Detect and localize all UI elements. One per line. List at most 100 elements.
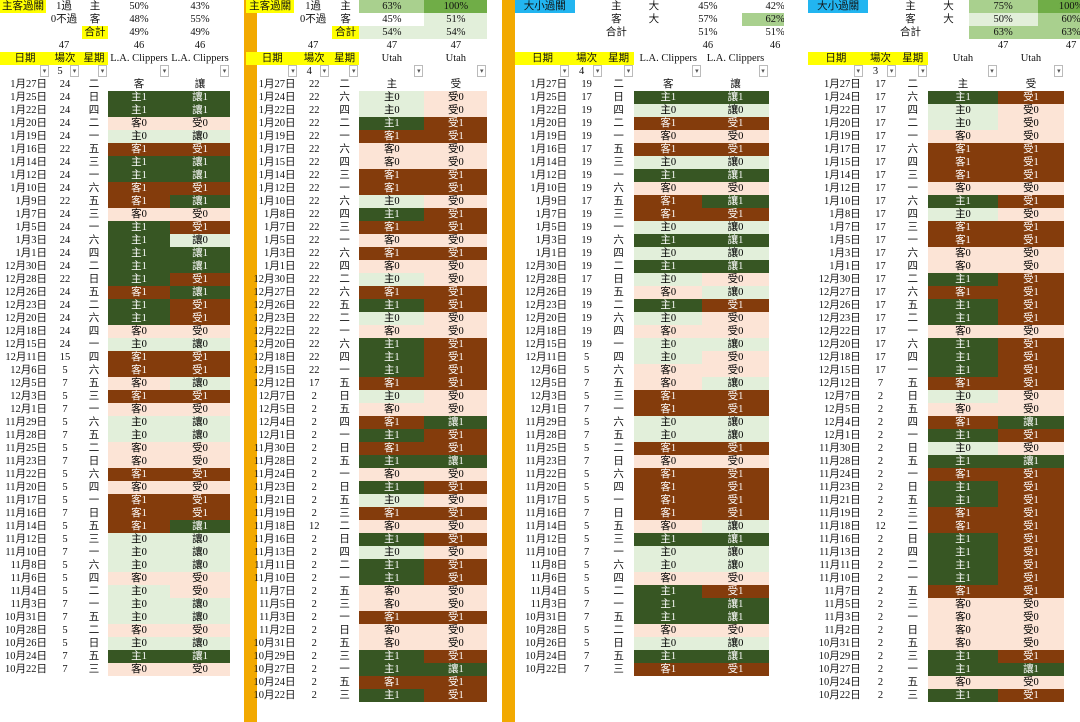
- table-cell: 四: [907, 105, 919, 116]
- summary-cell: 46: [133, 40, 145, 51]
- filter-dropdown-icon[interactable]: ▾: [918, 65, 928, 77]
- table-cell: 受1: [424, 221, 488, 234]
- table-row: 12月26日 17 五主1 受1: [808, 299, 1080, 312]
- summary-row: 合計 63% 63%: [808, 26, 1080, 39]
- summary-cell: 主: [89, 1, 101, 12]
- table-row: 1月5日 19 一主0 讓0: [515, 221, 784, 234]
- table-cell: 受1: [702, 299, 769, 312]
- table-cell: 22: [308, 79, 320, 90]
- table-cell: 1月5日: [15, 222, 48, 233]
- table-cell: 五: [88, 287, 100, 298]
- table-cell: 2: [877, 547, 884, 558]
- table-cell: 客1: [359, 247, 425, 260]
- table-cell: 主0: [359, 312, 425, 325]
- filter-dropdown-icon[interactable]: ▾: [887, 65, 897, 77]
- table-row: 12月23日 24 二主1 受1: [0, 299, 244, 312]
- filter-dropdown-icon[interactable]: ▾: [1054, 65, 1064, 77]
- table-cell: 12月15日: [5, 339, 47, 350]
- table-cell: 17: [875, 300, 886, 311]
- table-cell: 1月7日: [15, 209, 48, 220]
- summary-cell: [868, 39, 893, 52]
- table-cell: 讓0: [702, 546, 769, 559]
- table-cell: 一: [88, 339, 100, 350]
- summary-cell: 42%: [765, 1, 784, 12]
- filter-dropdown-icon[interactable]: ▾: [40, 65, 49, 77]
- table-cell: 二: [907, 560, 919, 571]
- filter-dropdown-icon[interactable]: ▾: [593, 65, 603, 77]
- table-cell: 受1: [997, 91, 1065, 104]
- column-separator: [502, 0, 515, 722]
- table-cell: 11月30日: [819, 443, 861, 454]
- table-cell: 2: [877, 690, 884, 701]
- table-cell: 讓0: [702, 520, 769, 533]
- table-cell: 受1: [997, 559, 1065, 572]
- table-cell: 日: [339, 625, 350, 636]
- table-cell: 2: [311, 482, 317, 493]
- filter-dropdown-icon[interactable]: ▾: [98, 65, 107, 77]
- table-cell: 1月27日: [530, 79, 568, 90]
- table-cell: 受0: [702, 312, 769, 325]
- column-header: Utah: [952, 53, 974, 64]
- filter-dropdown-icon[interactable]: ▾: [160, 65, 169, 77]
- table-row: 11月23日 2 日主1 受1: [246, 481, 502, 494]
- table-cell: 12月26日: [5, 287, 47, 298]
- table-cell: 受0: [702, 624, 769, 637]
- table-cell: 主1: [108, 234, 170, 247]
- table-row: 1月14日 22 三客1 受1: [246, 169, 502, 182]
- table-cell: 主1: [928, 533, 998, 546]
- filter-dropdown-icon[interactable]: ▾: [477, 65, 487, 77]
- column-header: 星期: [897, 52, 929, 65]
- filter-dropdown-icon[interactable]: ▾: [692, 65, 702, 77]
- table-cell: 1月19日: [823, 131, 861, 142]
- table-cell: 五: [339, 677, 350, 688]
- table-cell: 1月7日: [263, 222, 296, 233]
- filter-dropdown-icon[interactable]: ▾: [288, 65, 298, 77]
- table-cell: 受0: [997, 130, 1065, 143]
- total-label: 合計: [332, 26, 360, 39]
- filter-dropdown-icon[interactable]: ▾: [624, 65, 634, 77]
- filter-dropdown-icon[interactable]: ▾: [319, 65, 329, 77]
- table-cell: 主0: [359, 494, 425, 507]
- table-row: 11月3日 2 一客1 受1: [246, 611, 502, 624]
- table-cell: 二: [613, 261, 624, 272]
- column-header: 星期: [80, 52, 108, 65]
- table-cell: 受1: [170, 312, 230, 325]
- table-cell: 19: [581, 287, 592, 298]
- filter-value: 5: [57, 66, 63, 77]
- filter-dropdown-icon[interactable]: ▾: [414, 65, 424, 77]
- table-cell: 受0: [424, 312, 488, 325]
- table-row: 11月24日 2 一客0 受0: [246, 468, 502, 481]
- table-row: 1月24日 22 六主0 受0: [246, 91, 502, 104]
- table-cell: 受0: [702, 273, 769, 286]
- table-row: 12月18日 22 四主1 受1: [246, 351, 502, 364]
- filter-dropdown-icon[interactable]: ▾: [349, 65, 359, 77]
- table-cell: 客0: [108, 481, 170, 494]
- table-cell: 受1: [702, 468, 769, 481]
- table-cell: 2: [311, 573, 317, 584]
- table-cell: 主0: [634, 416, 703, 429]
- table-cell: 主1: [359, 364, 425, 377]
- column-header: 日期: [0, 52, 50, 65]
- filter-dropdown-icon[interactable]: ▾: [987, 65, 997, 77]
- filter-dropdown-icon[interactable]: ▾: [220, 65, 229, 77]
- table-cell: 受1: [424, 130, 488, 143]
- table-cell: 11月7日: [259, 586, 296, 597]
- table-cell: 5: [62, 521, 68, 532]
- filter-dropdown-icon[interactable]: ▾: [758, 65, 768, 77]
- filter-dropdown-icon[interactable]: ▾: [853, 65, 863, 77]
- table-cell: 2: [877, 625, 884, 636]
- table-row: 11月7日 2 五客1 受1: [808, 585, 1080, 598]
- column-header: 場次: [863, 52, 898, 65]
- table-cell: 受1: [702, 390, 769, 403]
- filter-dropdown-icon[interactable]: ▾: [70, 65, 79, 77]
- table-cell: 12月20日: [525, 313, 568, 324]
- table-cell: 客0: [108, 377, 170, 390]
- table-cell: 22: [308, 287, 320, 298]
- table-cell: 讓0: [170, 130, 230, 143]
- table-cell: 五: [339, 378, 350, 389]
- filter-dropdown-icon[interactable]: ▾: [560, 65, 570, 77]
- table-cell: 六: [88, 365, 100, 376]
- table-cell: 1月7日: [535, 209, 568, 220]
- table-cell: 受1: [997, 507, 1065, 520]
- table-cell: 10月22日: [5, 664, 47, 675]
